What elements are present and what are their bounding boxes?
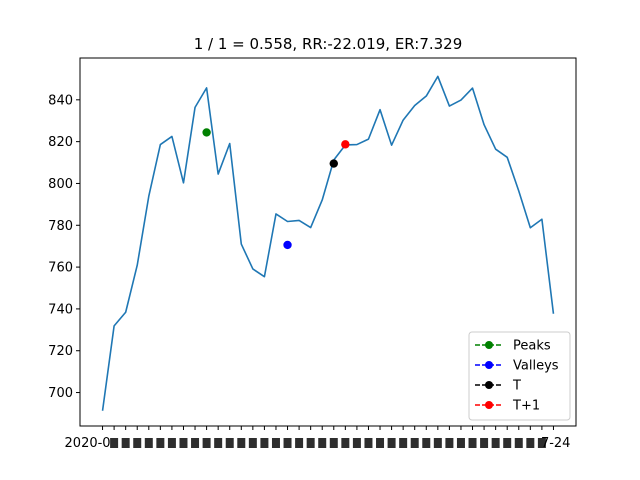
- legend-label-t: T: [512, 379, 521, 394]
- x-tick-label-start: 2020-0: [65, 436, 111, 451]
- x-tick-label-overlap-glyph: [144, 438, 153, 448]
- x-tick-label-overlap-glyph: [422, 438, 431, 448]
- y-axis: 700 720 740 760 780 800 820 840: [48, 93, 80, 401]
- legend-label-peaks: Peaks: [513, 339, 551, 354]
- marker-valleys: [283, 240, 292, 250]
- x-tick-label-overlap-glyph: [387, 438, 396, 448]
- marker-peaks: [202, 128, 211, 137]
- x-axis: 2020-0 7-24: [65, 426, 571, 451]
- x-tick-label-overlap-glyph: [167, 438, 176, 448]
- x-tick-label-overlap-glyph: [526, 438, 535, 448]
- marker-t-1: [341, 140, 350, 149]
- marker-layer: [202, 128, 350, 250]
- y-tick-label: 780: [48, 219, 73, 234]
- legend-label-valleys: Valleys: [513, 359, 559, 374]
- x-tick-label-overlap-glyph: [156, 438, 165, 448]
- x-tick-label-overlap-glyph: [456, 438, 465, 448]
- x-tick-label-overlap-glyph: [283, 438, 292, 448]
- x-tick-label-overlap-glyph: [376, 438, 385, 448]
- x-tick-label-overlap-glyph: [433, 438, 442, 448]
- y-tick-label: 720: [48, 344, 73, 359]
- x-tick-label-overlap-glyph: [248, 438, 257, 448]
- y-tick-label: 700: [48, 386, 73, 401]
- x-tick-label-overlap-glyph: [399, 438, 408, 448]
- x-tick-label-overlap-glyph: [410, 438, 419, 448]
- legend-marker-peaks: [485, 341, 493, 349]
- x-tick-label-end: 7-24: [541, 436, 571, 451]
- legend-marker-t: [485, 381, 493, 389]
- legend: Peaks Valleys T T+1: [468, 331, 571, 421]
- x-tick-label-overlap-glyph: [306, 438, 315, 448]
- x-tick-label-overlap-glyph: [271, 438, 280, 448]
- x-tick-label-overlap: [110, 438, 546, 448]
- x-tick-label-overlap-glyph: [110, 438, 119, 448]
- plot-frame: [79, 57, 577, 427]
- x-tick-label-overlap-glyph: [364, 438, 373, 448]
- x-tick-label-overlap-glyph: [225, 438, 234, 448]
- x-tick-label-overlap-glyph: [341, 438, 350, 448]
- x-tick-label-overlap-glyph: [537, 438, 546, 448]
- x-tick-label-overlap-glyph: [445, 438, 454, 448]
- plot-area: [79, 57, 577, 427]
- x-tick-label-overlap-glyph: [214, 438, 223, 448]
- x-tick-label-overlap-glyph: [329, 438, 338, 448]
- y-tick-label: 800: [48, 177, 73, 192]
- legend-label-t-1: T+1: [512, 399, 540, 414]
- legend-marker-t-1: [485, 401, 493, 409]
- y-tick-label: 760: [48, 261, 73, 276]
- x-tick-label-overlap-glyph: [260, 438, 269, 448]
- x-tick-label-overlap-glyph: [121, 438, 130, 448]
- marker-t: [329, 159, 338, 168]
- x-tick-label-overlap-glyph: [503, 438, 512, 448]
- x-tick-label-overlap-glyph: [468, 438, 477, 448]
- x-tick-label-overlap-glyph: [179, 438, 188, 448]
- x-tick-label-overlap-glyph: [295, 438, 304, 448]
- series-layer: [101, 75, 555, 411]
- series-line: [101, 75, 555, 411]
- x-tick-label-overlap-glyph: [237, 438, 246, 448]
- x-tick-label-overlap-glyph: [202, 438, 211, 448]
- y-tick-label: 740: [48, 302, 73, 317]
- legend-box: [468, 331, 571, 421]
- x-tick-label-overlap-glyph: [318, 438, 327, 448]
- y-tick-label: 820: [48, 135, 73, 150]
- x-tick-label-overlap-glyph: [491, 438, 500, 448]
- x-tick-label-overlap-glyph: [191, 438, 200, 448]
- legend-marker-valleys: [485, 361, 493, 369]
- x-tick-label-overlap-glyph: [133, 438, 142, 448]
- x-tick-label-overlap-glyph: [480, 438, 489, 448]
- x-tick-label-overlap-glyph: [352, 438, 361, 448]
- chart-title: 1 / 1 = 0.558, RR:-22.019, ER:7.329: [194, 35, 463, 53]
- y-tick-label: 840: [48, 93, 73, 108]
- x-tick-label-overlap-glyph: [514, 438, 523, 448]
